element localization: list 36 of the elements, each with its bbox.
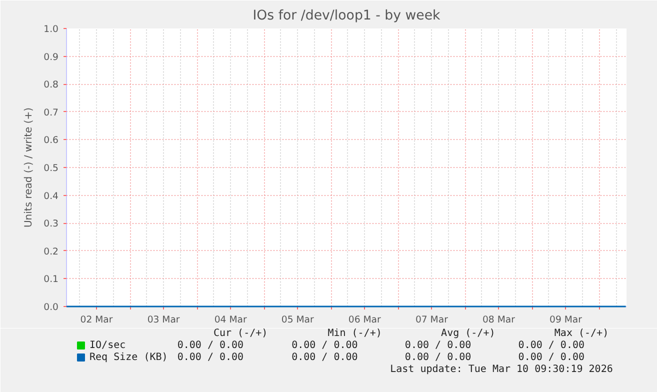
y-tick-label: 0.8 — [44, 80, 59, 91]
chart-title: IOs for /dev/loop1 - by week — [252, 8, 441, 24]
text: 0.00 / 0.00 — [177, 352, 244, 363]
x-tick-label: 06 Mar — [348, 314, 382, 326]
text: 0.00 / 0.00 — [518, 340, 585, 351]
text: 0.00 / 0.00 — [404, 340, 472, 351]
text: 0.00 / 0.00 — [292, 352, 358, 363]
text: Max (-/+) — [554, 328, 609, 339]
text: 0.00 / 0.00 — [404, 352, 472, 363]
x-tick-label: 02 Mar — [80, 314, 113, 326]
text: Avg (-/+) — [441, 328, 496, 339]
text: Min (-/+) — [328, 328, 382, 339]
y-tick-label: 0.0 — [44, 302, 59, 313]
y-tick-label: 0.7 — [44, 107, 59, 118]
y-tick-label: 0.4 — [44, 190, 59, 202]
x-tick-label: 05 Mar — [281, 314, 314, 326]
y-tick-label: 0.5 — [44, 163, 59, 174]
text: 0.00 / 0.00 — [177, 340, 244, 351]
y-tick-label: 0.3 — [44, 218, 59, 230]
x-tick-label: 08 Mar — [482, 314, 516, 326]
y-tick-label: 1.0 — [44, 24, 59, 35]
y-tick-label: 0.2 — [44, 246, 59, 258]
y-tick-label: 0.6 — [44, 135, 59, 146]
y-axis-title: Units read (-) / write (+) — [24, 107, 35, 228]
text: 0.00 / 0.00 — [518, 352, 585, 363]
text: Last update: Tue Mar 10 09:30:19 2026 — [390, 364, 613, 375]
text: 0.00 / 0.00 — [292, 340, 358, 351]
legend-label: IO/sec — [90, 340, 126, 351]
x-tick-label: 07 Mar — [415, 314, 448, 326]
x-tick-label: 03 Mar — [147, 314, 180, 326]
text: Cur (-/+) — [213, 328, 268, 339]
y-tick-label: 0.1 — [44, 274, 59, 286]
legend-label: Req Size (KB) — [90, 352, 168, 363]
x-tick-label: 04 Mar — [214, 314, 247, 326]
y-tick-label: 0.9 — [44, 52, 59, 63]
x-tick-label: 09 Mar — [550, 314, 582, 326]
